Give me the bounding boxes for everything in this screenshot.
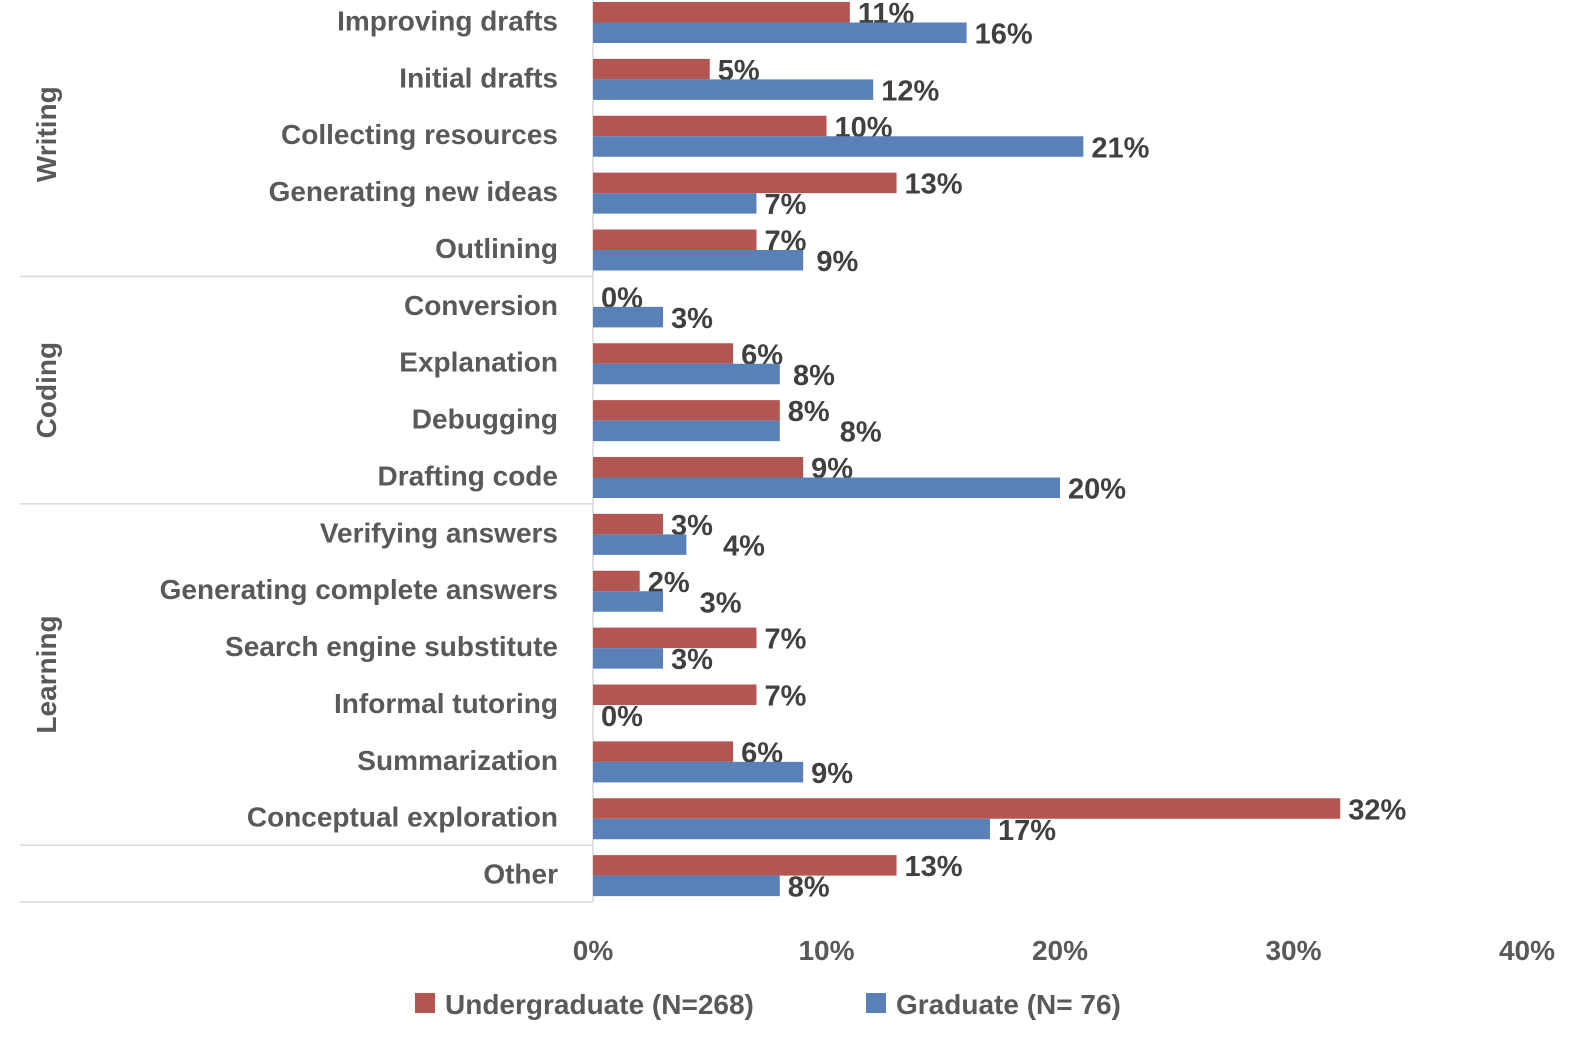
data-label: 7% <box>764 189 806 221</box>
category-label: Summarization <box>357 745 558 776</box>
category-label: Generating new ideas <box>269 176 558 207</box>
bar-graduate <box>593 648 664 669</box>
bar-undergraduate <box>593 457 804 478</box>
x-tick-label: 0% <box>573 935 614 966</box>
data-label: 9% <box>816 246 858 278</box>
bar-undergraduate <box>593 58 710 80</box>
x-tick-label: 40% <box>1499 935 1555 966</box>
bar-graduate <box>593 79 874 100</box>
bar-graduate <box>593 136 1084 157</box>
bar-graduate <box>593 477 1060 498</box>
data-label: 0% <box>601 701 643 733</box>
data-label: 7% <box>764 624 806 656</box>
category-label: Drafting code <box>378 460 558 491</box>
bar-undergraduate <box>593 570 640 592</box>
bar-undergraduate <box>593 115 827 137</box>
bar-undergraduate <box>593 741 734 762</box>
bar-graduate <box>593 22 967 43</box>
category-label: Other <box>483 859 558 890</box>
bar-undergraduate <box>593 2 850 23</box>
category-label: Verifying answers <box>320 517 558 548</box>
category-label: Outlining <box>435 233 558 264</box>
bar-undergraduate <box>593 513 664 535</box>
legend-swatch <box>866 993 886 1013</box>
bar-graduate <box>593 591 664 612</box>
x-tick-label: 30% <box>1265 935 1321 966</box>
bar-undergraduate <box>593 343 734 364</box>
category-label: Explanation <box>399 347 558 378</box>
category-label: Collecting resources <box>281 119 558 150</box>
data-label: 7% <box>764 681 806 713</box>
category-label: Informal tutoring <box>334 688 558 719</box>
category-label: Improving drafts <box>337 5 558 36</box>
bar-undergraduate <box>593 798 1341 819</box>
bar-graduate <box>593 420 780 442</box>
data-label: 21% <box>1091 132 1149 164</box>
bar-graduate <box>593 875 780 897</box>
x-tick-label: 20% <box>1032 935 1088 966</box>
data-label: 8% <box>788 872 830 904</box>
bar-undergraduate <box>593 627 757 649</box>
data-label: 20% <box>1068 474 1126 506</box>
data-label: 4% <box>723 530 765 562</box>
bar-undergraduate <box>593 684 757 705</box>
data-label: 13% <box>905 169 963 201</box>
group-label: Learning <box>31 615 62 733</box>
data-label: 3% <box>671 644 713 676</box>
bar-graduate <box>593 534 687 555</box>
legend-swatch <box>415 993 435 1013</box>
category-label: Initial drafts <box>399 62 558 93</box>
data-label: 13% <box>905 851 963 883</box>
data-label: 8% <box>840 417 882 449</box>
bar-graduate <box>593 306 664 328</box>
bar-graduate <box>593 250 804 271</box>
data-label: 17% <box>998 815 1056 847</box>
data-label: 8% <box>788 396 830 428</box>
bar-graduate <box>593 761 804 783</box>
x-tick-label: 10% <box>798 935 854 966</box>
category-label: Search engine substitute <box>225 631 558 662</box>
bar-undergraduate <box>593 400 780 421</box>
bar-undergraduate <box>593 229 757 250</box>
category-label: Conceptual exploration <box>247 802 558 833</box>
data-label: 32% <box>1348 794 1406 826</box>
data-label: 12% <box>881 75 939 107</box>
bar-undergraduate <box>593 172 897 194</box>
category-label: Generating complete answers <box>160 574 558 605</box>
data-label: 3% <box>671 303 713 335</box>
bar-graduate <box>593 193 757 214</box>
legend-label: Undergraduate (N=268) <box>445 989 754 1020</box>
group-label: Coding <box>31 342 62 438</box>
legend-label: Graduate (N= 76) <box>896 989 1121 1020</box>
category-label: Conversion <box>404 290 558 321</box>
group-label: Writing <box>31 86 62 182</box>
data-label: 16% <box>975 19 1033 51</box>
data-label: 9% <box>811 758 853 790</box>
category-label: Debugging <box>412 404 558 435</box>
data-label: 8% <box>793 360 835 392</box>
data-label: 3% <box>700 587 742 619</box>
bar-graduate <box>593 818 990 840</box>
bar-graduate <box>593 363 780 385</box>
bar-undergraduate <box>593 855 897 876</box>
